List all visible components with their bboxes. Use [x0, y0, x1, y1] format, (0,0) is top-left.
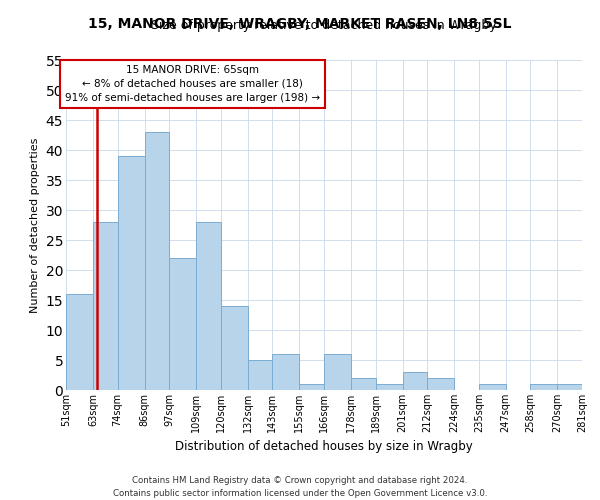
Bar — [557, 384, 582, 390]
Bar — [530, 384, 557, 390]
X-axis label: Distribution of detached houses by size in Wragby: Distribution of detached houses by size … — [175, 440, 473, 454]
Bar — [221, 306, 248, 390]
Bar — [479, 384, 506, 390]
Bar — [145, 132, 169, 390]
Bar — [93, 222, 118, 390]
Bar — [272, 354, 299, 390]
Bar — [299, 384, 324, 390]
Bar — [403, 372, 427, 390]
Bar — [324, 354, 351, 390]
Bar — [169, 258, 196, 390]
Text: Contains HM Land Registry data © Crown copyright and database right 2024.
Contai: Contains HM Land Registry data © Crown c… — [113, 476, 487, 498]
Bar — [351, 378, 376, 390]
Bar — [196, 222, 221, 390]
Text: 15, MANOR DRIVE, WRAGBY, MARKET RASEN, LN8 5SL: 15, MANOR DRIVE, WRAGBY, MARKET RASEN, L… — [88, 18, 512, 32]
Bar — [66, 294, 93, 390]
Bar — [248, 360, 272, 390]
Bar — [427, 378, 454, 390]
Title: Size of property relative to detached houses in Wragby: Size of property relative to detached ho… — [151, 20, 497, 32]
Bar — [118, 156, 145, 390]
Y-axis label: Number of detached properties: Number of detached properties — [30, 138, 40, 312]
Text: 15 MANOR DRIVE: 65sqm
← 8% of detached houses are smaller (18)
91% of semi-detac: 15 MANOR DRIVE: 65sqm ← 8% of detached h… — [65, 65, 320, 103]
Bar — [376, 384, 403, 390]
